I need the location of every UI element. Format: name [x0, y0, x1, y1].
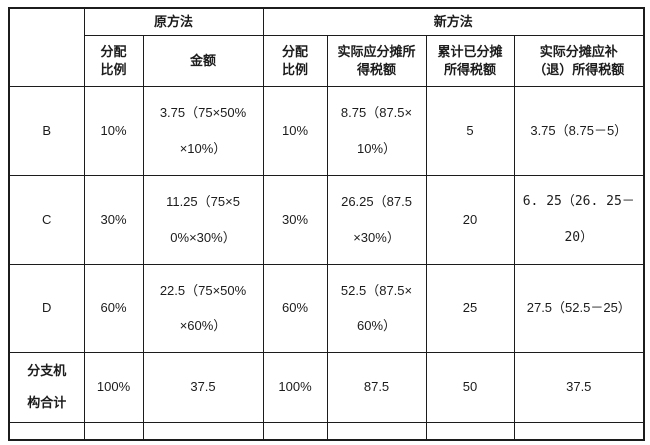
cell-c-label: C — [8, 174, 85, 265]
empty-cell — [262, 421, 328, 441]
cell-b-payable: 8.75（87.5× 10%） — [326, 85, 427, 176]
col-header-payable-tax: 实际应分摊所 得税额 — [326, 34, 427, 87]
cell-d-label: D — [8, 263, 85, 353]
col-header-accumulated-tax: 累计已分摊 所得税额 — [425, 34, 515, 87]
cell-c-supplement: 6. 25（26. 25－ 20） — [513, 174, 645, 265]
cell-c-old-ratio: 30% — [83, 174, 144, 265]
table-row-c: C 30% 11.25（75×5 0%×30%） 30% 26.25（87.5 … — [8, 174, 645, 265]
cell-c-payable: 26.25（87.5 ×30%） — [326, 174, 427, 265]
cell-total-accumulated: 50 — [425, 351, 515, 423]
cell-d-payable: 52.5（87.5× 60%） — [326, 263, 427, 353]
cell-d-supplement: 27.5（52.5－25） — [513, 263, 645, 353]
cell-total-supplement: 37.5 — [513, 351, 645, 423]
cell-b-label: B — [8, 85, 85, 176]
empty-cell — [513, 421, 645, 441]
table-row-d: D 60% 22.5（75×50% ×60%） 60% 52.5（87.5× 6… — [8, 263, 645, 353]
cell-total-payable: 87.5 — [326, 351, 427, 423]
header-old-method: 原方法 — [83, 7, 264, 36]
empty-cell — [83, 421, 144, 441]
cell-b-new-ratio: 10% — [262, 85, 328, 176]
cell-total-label: 分支机 构合计 — [8, 351, 85, 423]
cell-total-old-amount: 37.5 — [142, 351, 264, 423]
header-row-columns: 分配 比例 金额 分配 比例 实际应分摊所 得税额 累计已分摊 所得税额 实际分… — [9, 34, 645, 87]
cell-d-old-ratio: 60% — [83, 263, 144, 353]
col-header-supplement-refund-tax: 实际分摊应补 （退）所得税额 — [513, 34, 645, 87]
empty-cell — [142, 421, 264, 441]
col-header-new-ratio: 分配 比例 — [262, 34, 328, 87]
cell-b-supplement: 3.75（8.75－5） — [513, 85, 645, 176]
cell-c-new-ratio: 30% — [262, 174, 328, 265]
table-row-branch-total: 分支机 构合计 100% 37.5 100% 87.5 50 37.5 — [8, 351, 645, 423]
col-header-old-amount: 金额 — [142, 34, 264, 87]
header-new-method: 新方法 — [262, 7, 645, 36]
empty-cell — [326, 421, 427, 441]
cell-b-old-ratio: 10% — [83, 85, 144, 176]
empty-cell — [425, 421, 515, 441]
cell-c-old-amount: 11.25（75×5 0%×30%） — [142, 174, 264, 265]
cell-total-old-ratio: 100% — [83, 351, 144, 423]
header-row-methods: 原方法 新方法 — [8, 7, 645, 87]
cell-b-accumulated: 5 — [425, 85, 515, 176]
empty-cell — [8, 421, 85, 441]
table-row-b: B 10% 3.75（75×50% ×10%） 10% 8.75（87.5× 1… — [8, 85, 645, 176]
cell-d-new-ratio: 60% — [262, 263, 328, 353]
corner-header-cell — [8, 7, 85, 87]
cell-d-old-amount: 22.5（75×50% ×60%） — [142, 263, 264, 353]
tax-allocation-table: 原方法 新方法 分配 比例 金额 分配 比例 实际应分摊所 得税额 累计已分摊 … — [8, 7, 646, 441]
cell-c-accumulated: 20 — [425, 174, 515, 265]
cell-total-new-ratio: 100% — [262, 351, 328, 423]
cell-d-accumulated: 25 — [425, 263, 515, 353]
cell-b-old-amount: 3.75（75×50% ×10%） — [142, 85, 264, 176]
col-header-old-ratio: 分配 比例 — [83, 34, 144, 87]
table-row-empty — [8, 421, 645, 441]
